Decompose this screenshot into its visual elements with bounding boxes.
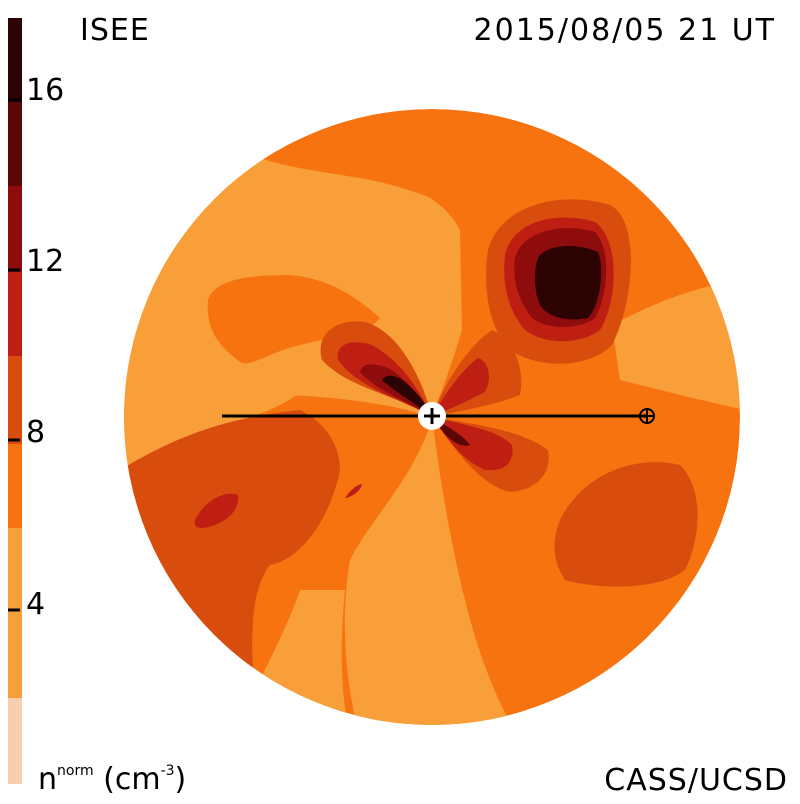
- quantity-superscript: norm: [57, 763, 94, 779]
- bg-tongue-west: [207, 275, 380, 364]
- colorbar-level-0: [8, 698, 22, 784]
- high-spot-southwest: [194, 493, 239, 528]
- colorbar-tick-label-4: 4: [26, 587, 46, 622]
- colorbar-level-1: [8, 528, 22, 698]
- unit-close: ): [174, 762, 187, 797]
- instrument-label: ISEE: [80, 13, 150, 48]
- light-region-south: [344, 417, 520, 725]
- light-region-west-lower: [124, 392, 300, 500]
- colorbar-tick-label-8: 8: [26, 415, 46, 450]
- colorbar-level-6: [8, 102, 22, 186]
- high-spot-southwest-small: [345, 484, 362, 498]
- colorbar-level-4: [8, 272, 22, 356]
- sun-marker-icon: [418, 402, 446, 430]
- peak-region-north-blob: [534, 246, 602, 320]
- mid-region-southeast: [554, 462, 698, 587]
- colorbar: [8, 18, 22, 784]
- credit-label: CASS/UCSD: [604, 763, 788, 798]
- high-region-north-arm: [432, 358, 490, 417]
- light-region-east: [612, 280, 740, 410]
- unit-text: (cm: [103, 762, 161, 797]
- unit-exponent: -3: [160, 763, 175, 779]
- bg-top-band: [240, 138, 474, 215]
- colorbar-unit-label: nnorm (cm-3): [38, 764, 186, 795]
- colorbar-level-3: [8, 356, 22, 444]
- timestamp-label: 2015/08/05 21 UT: [473, 13, 776, 48]
- peak-region-northwest-lobe: [382, 375, 432, 417]
- colorbar-level-2: [8, 444, 22, 528]
- earth-symbol-icon: [639, 408, 655, 424]
- colorbar-level-7: [8, 18, 22, 102]
- colorbar-tick-label-12: 12: [26, 244, 65, 279]
- quantity-symbol: n: [38, 762, 58, 797]
- colorbar-tick-label-16: 16: [26, 73, 65, 108]
- colorbar-level-5: [8, 186, 22, 272]
